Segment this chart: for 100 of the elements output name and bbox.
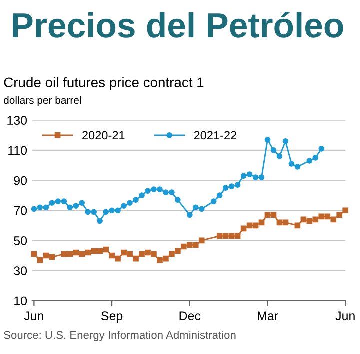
point	[318, 214, 325, 220]
point	[37, 204, 44, 211]
point	[210, 198, 217, 205]
point	[91, 209, 97, 216]
point	[133, 256, 139, 262]
point	[49, 254, 56, 260]
x-tick-label: Jun	[24, 312, 44, 320]
point	[79, 251, 86, 258]
y-tick-label: 30	[14, 266, 28, 276]
point	[37, 257, 44, 264]
y-tick-label: 70	[14, 206, 28, 216]
point	[79, 200, 86, 206]
point	[282, 138, 289, 144]
point	[151, 186, 157, 192]
point	[61, 198, 68, 205]
point	[294, 164, 301, 170]
legend-label: 2020-21	[82, 131, 125, 140]
point	[31, 251, 38, 258]
point	[336, 212, 343, 218]
source-note: Source: U.S. Energy Information Administration	[4, 330, 236, 342]
point	[294, 222, 301, 229]
point	[175, 197, 181, 204]
point	[198, 206, 205, 212]
point	[240, 173, 247, 179]
point	[234, 182, 241, 188]
point	[139, 251, 145, 258]
point	[318, 146, 325, 152]
x-tick-label: Sep	[101, 312, 123, 323]
point	[97, 248, 103, 254]
point	[186, 242, 193, 248]
y-tick-label: 90	[14, 176, 28, 186]
point	[246, 172, 253, 178]
point	[240, 226, 247, 232]
y-tick-label: 110	[8, 146, 28, 156]
legend-label: 2021-22	[194, 131, 237, 140]
point	[216, 233, 223, 240]
point	[127, 200, 133, 206]
point	[67, 204, 74, 211]
point	[103, 209, 109, 216]
point	[115, 208, 121, 214]
point	[121, 203, 127, 210]
point	[121, 250, 127, 256]
point	[61, 251, 68, 258]
point	[103, 246, 109, 253]
point	[169, 190, 175, 196]
point	[43, 204, 50, 211]
point	[198, 238, 205, 244]
point	[186, 212, 193, 218]
point	[175, 248, 181, 254]
point	[145, 250, 151, 256]
point	[276, 154, 283, 160]
point	[157, 257, 163, 264]
x-tick-label: Jun	[336, 312, 355, 320]
point	[43, 252, 50, 259]
point	[258, 174, 265, 180]
point	[222, 185, 229, 191]
point	[31, 206, 38, 212]
point	[324, 214, 331, 220]
point	[85, 250, 92, 256]
point	[157, 186, 163, 192]
point	[246, 222, 253, 229]
point	[306, 218, 313, 224]
point	[228, 233, 235, 240]
point	[85, 209, 92, 216]
point	[306, 158, 313, 164]
point	[169, 251, 175, 258]
point	[312, 216, 319, 223]
point	[216, 192, 223, 198]
y-tick-label: 50	[14, 236, 28, 246]
point	[270, 148, 277, 154]
point	[109, 252, 115, 259]
point	[258, 220, 265, 226]
point	[55, 198, 62, 205]
point	[180, 244, 187, 250]
point	[276, 220, 283, 226]
point	[109, 208, 115, 214]
point	[264, 212, 271, 218]
point	[67, 251, 74, 258]
point	[145, 188, 151, 194]
point	[163, 190, 169, 196]
y-tick-label: 10	[14, 296, 28, 306]
x-tick-label: Mar	[258, 312, 278, 320]
point	[270, 212, 277, 218]
chart-subtitle: Crude oil futures price contract 1	[4, 77, 204, 90]
point	[252, 222, 259, 229]
point	[312, 155, 319, 161]
point	[73, 203, 80, 210]
point	[222, 233, 229, 240]
point	[234, 233, 241, 240]
point	[228, 184, 235, 190]
point	[342, 208, 349, 214]
point	[127, 251, 133, 258]
point	[282, 220, 289, 226]
point	[97, 218, 103, 224]
point	[264, 137, 271, 143]
point	[252, 174, 259, 180]
point	[91, 248, 97, 254]
y-axis-title: dollars per barrel	[4, 96, 82, 106]
point	[133, 197, 139, 204]
point	[73, 250, 80, 256]
